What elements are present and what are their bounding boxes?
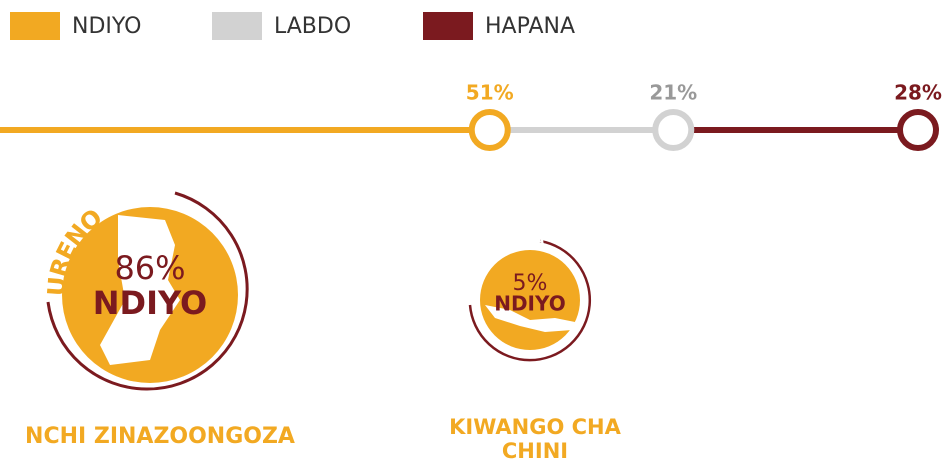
legend-swatch — [212, 12, 262, 40]
ring — [46, 191, 249, 391]
value-label: 51% — [466, 81, 514, 105]
value-label: 21% — [649, 81, 697, 105]
segment-marker — [897, 109, 939, 151]
caption: NCHI ZINAZOONGOZA — [25, 424, 295, 449]
map-silhouette — [485, 305, 575, 332]
segment-marker — [652, 109, 695, 151]
segment-marker — [468, 109, 511, 151]
legend-label: NDIYO — [72, 14, 141, 39]
legend-swatch — [423, 12, 473, 40]
highlight-answer: NDIYO — [93, 284, 207, 322]
legend-swatch — [10, 12, 60, 40]
ring — [468, 239, 592, 362]
highlight-answer: NDIYO — [494, 292, 566, 316]
map-silhouette — [100, 215, 180, 365]
value-label: 28% — [894, 81, 942, 105]
highlight-value: 86% — [114, 249, 185, 287]
legend-label: HAPANA — [485, 14, 575, 39]
highlight-value: 5% — [513, 271, 548, 296]
legend-label: LABDO — [274, 14, 351, 39]
caption: KIWANGO CHA — [449, 415, 622, 439]
caption: CHINI — [502, 439, 568, 463]
